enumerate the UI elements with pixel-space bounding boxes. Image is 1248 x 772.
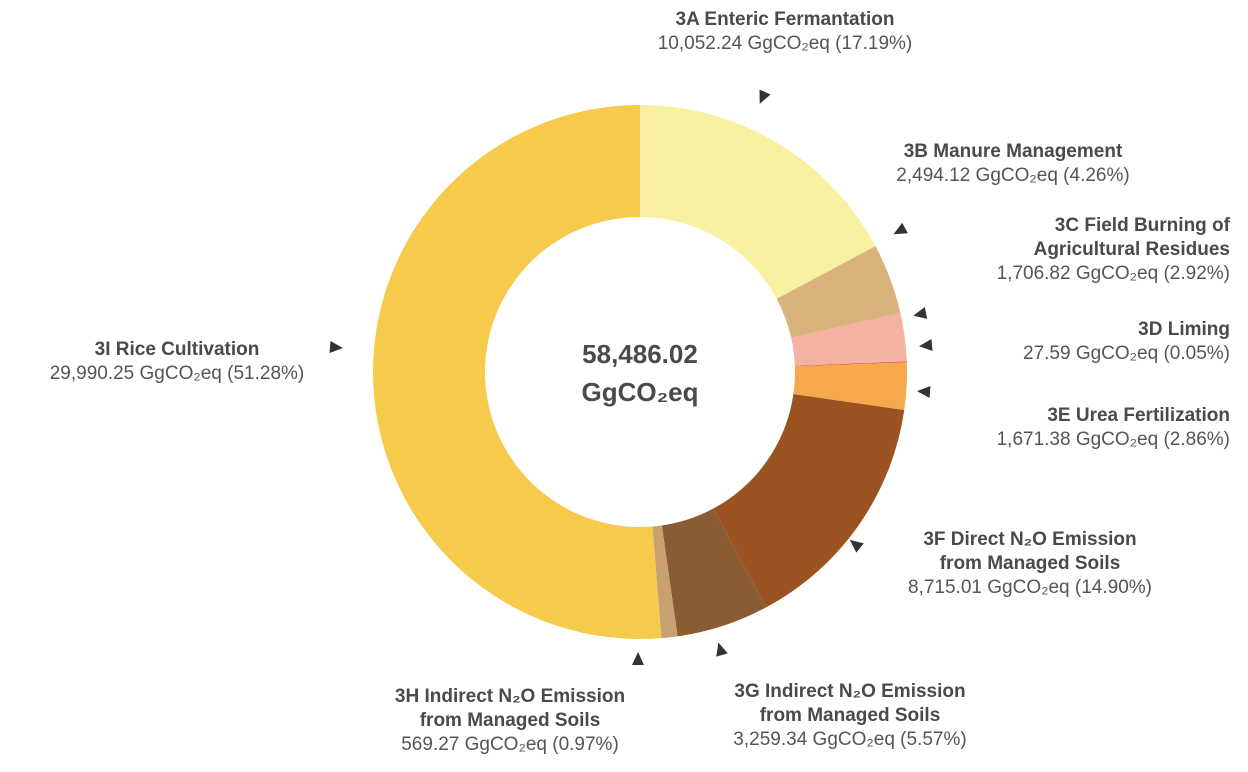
value-label: 1,671.38 GgCO₂eq (2.86%) — [996, 429, 1230, 450]
value-label: 29,990.25 GgCO₂eq (51.28%) — [49, 363, 305, 384]
pointer-arrow — [919, 339, 933, 351]
category-name: 3H Indirect N₂O Emission from Managed So… — [394, 686, 626, 731]
slice — [373, 105, 662, 639]
slice — [713, 394, 905, 608]
slice — [794, 361, 907, 367]
category-name: 3D Liming — [1138, 319, 1230, 340]
category-name: 3B Manure Management — [903, 141, 1123, 162]
value-label: 27.59 GgCO₂eq (0.05%) — [1023, 343, 1230, 364]
pointer-arrow — [632, 652, 644, 666]
category-name: 3G Indirect N₂O Emission from Managed So… — [734, 681, 966, 726]
slice — [793, 362, 907, 411]
pointer-arrow — [716, 642, 728, 657]
slice-label: 3F Direct N₂O Emission from Managed Soil… — [830, 528, 1230, 600]
category-name: 3C Field Burning of Agricultural Residue… — [1033, 215, 1230, 260]
value-label: 10,052.24 GgCO₂eq (17.19%) — [657, 33, 913, 54]
pointer-arrow — [329, 341, 343, 353]
slice-label: 3C Field Burning of Agricultural Residue… — [997, 214, 1230, 286]
pointer-arrow — [893, 222, 908, 235]
center-label: 58,486.02 GgCO₂eq — [581, 339, 699, 407]
pointer-arrow — [759, 89, 771, 104]
value-label: 3,259.34 GgCO₂eq (5.57%) — [733, 729, 967, 750]
slice-label: 3I Rice Cultivation 29,990.25 GgCO₂eq (51… — [0, 338, 377, 386]
value-label: 569.27 GgCO₂eq (0.97%) — [401, 734, 619, 755]
value-label: 2,494.12 GgCO₂eq (4.26%) — [896, 165, 1130, 186]
slice-label: 3B Manure Management 2,494.12 GgCO₂eq (4.… — [813, 140, 1213, 188]
slice — [661, 508, 767, 637]
slice-label: 3G Indirect N₂O Emission from Managed So… — [650, 680, 1050, 752]
value-label: 8,715.01 GgCO₂eq (14.90%) — [908, 577, 1152, 598]
slice — [640, 105, 876, 299]
category-name: 3I Rice Cultivation — [94, 339, 260, 360]
category-name: 3E Urea Fertilization — [1047, 405, 1230, 426]
pointer-arrow — [913, 307, 928, 319]
slice-label: 3D Liming 27.59 GgCO₂eq (0.05%) — [1023, 318, 1230, 366]
value-label: 1,706.82 GgCO₂eq (2.92%) — [996, 263, 1230, 284]
pointer-arrow — [917, 386, 931, 398]
slice — [776, 246, 901, 338]
slice-label: 3E Urea Fertilization 1,671.38 GgCO₂eq (2… — [997, 404, 1230, 452]
category-name: 3F Direct N₂O Emission from Managed Soil… — [923, 529, 1137, 574]
slice — [791, 312, 907, 366]
category-name: 3A Enteric Fermantation — [675, 9, 895, 30]
slice-label: 3A Enteric Fermantation 10,052.24 GgCO₂eq… — [585, 8, 985, 56]
pointer-arrow — [849, 539, 864, 553]
slice — [652, 525, 678, 639]
slice-label: 3H Indirect N₂O Emission from Managed So… — [310, 685, 710, 757]
